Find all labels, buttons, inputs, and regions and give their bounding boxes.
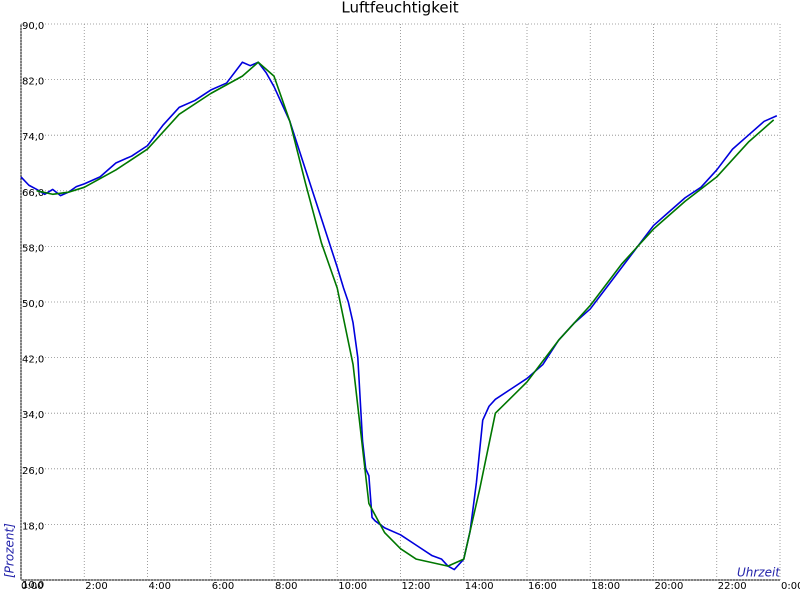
y-tick-label: 82,0	[22, 77, 44, 88]
x-tick-label: 8:00	[275, 581, 297, 592]
x-tick-label: 6:00	[212, 581, 234, 592]
x-tick-label: 16:00	[528, 581, 557, 592]
x-tick-label: 18:00	[591, 581, 620, 592]
chart-title: Luftfeuchtigkeit	[341, 0, 458, 17]
x-tick-label: 22:00	[718, 581, 747, 592]
y-tick-label: 42,0	[22, 355, 44, 366]
y-tick-label: 50,0	[22, 299, 44, 310]
x-axis-label: Uhrzeit	[737, 566, 781, 580]
x-tick-label: 20:00	[655, 581, 684, 592]
y-tick-label: 74,0	[22, 132, 44, 143]
y-tick-label: 90,0	[22, 21, 44, 32]
y-tick-label: 58,0	[22, 243, 44, 254]
x-tick-label: 0:00	[781, 581, 800, 592]
x-tick-label: 14:00	[465, 581, 494, 592]
line-series	[36, 61, 775, 567]
y-tick-label: 18,0	[22, 521, 44, 532]
y-tick-label: 34,0	[22, 410, 44, 421]
y-tick-label: 26,0	[22, 466, 44, 477]
x-tick-label: 12:00	[402, 581, 431, 592]
y-tick-label: 10,0	[22, 580, 44, 591]
y-tick-label: 66,0	[22, 188, 44, 199]
x-tick-label: 2:00	[85, 581, 107, 592]
x-tick-label: 4:00	[149, 581, 171, 592]
x-tick-label: 0:00	[21, 581, 43, 592]
x-tick-label: 10:00	[338, 581, 367, 592]
line-series	[20, 61, 778, 571]
y-axis-label: [Prozent]	[3, 523, 17, 578]
